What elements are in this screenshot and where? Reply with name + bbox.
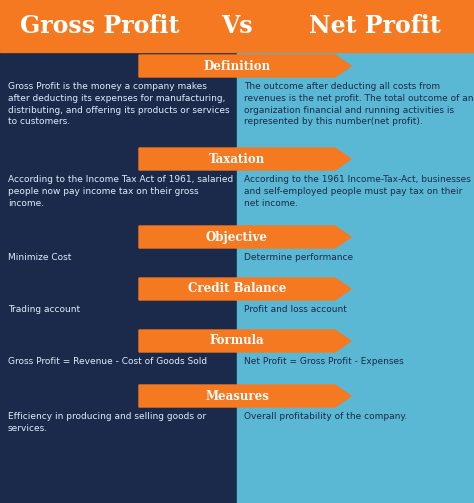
Text: Trading account: Trading account <box>8 305 80 314</box>
Polygon shape <box>139 278 351 300</box>
Text: According to the Income Tax Act of 1961, salaried
people now pay income tax on t: According to the Income Tax Act of 1961,… <box>8 175 233 208</box>
Bar <box>237 52 474 503</box>
Polygon shape <box>139 330 351 352</box>
Text: Definition: Definition <box>203 59 271 72</box>
Text: Credit Balance: Credit Balance <box>188 283 286 295</box>
Polygon shape <box>139 385 351 407</box>
Text: Efficiency in producing and selling goods or
services.: Efficiency in producing and selling good… <box>8 412 206 433</box>
Bar <box>0 0 474 52</box>
Text: Determine performance: Determine performance <box>244 253 353 262</box>
Polygon shape <box>139 148 351 170</box>
Text: Gross Profit: Gross Profit <box>20 14 180 38</box>
Text: The outcome after deducting all costs from
revenues is the net profit. The total: The outcome after deducting all costs fr… <box>244 82 474 126</box>
Text: Objective: Objective <box>206 230 268 243</box>
Text: According to the 1961 Income-Tax-Act, businesses
and self-employed people must p: According to the 1961 Income-Tax-Act, bu… <box>244 175 471 208</box>
Text: Taxation: Taxation <box>209 152 265 165</box>
Text: Net Profit: Net Profit <box>309 14 441 38</box>
Polygon shape <box>139 55 351 77</box>
Text: Vs: Vs <box>221 14 253 38</box>
Text: Minimize Cost: Minimize Cost <box>8 253 72 262</box>
Text: Profit and loss account: Profit and loss account <box>244 305 347 314</box>
Text: Gross Profit = Revenue - Cost of Goods Sold: Gross Profit = Revenue - Cost of Goods S… <box>8 357 207 366</box>
Text: Overall profitability of the company.: Overall profitability of the company. <box>244 412 407 421</box>
Text: Gross Profit is the money a company makes
after deducting its expenses for manuf: Gross Profit is the money a company make… <box>8 82 229 126</box>
Text: Formula: Formula <box>210 334 264 348</box>
Text: Measures: Measures <box>205 389 269 402</box>
Polygon shape <box>139 226 351 248</box>
Text: Net Profit = Gross Profit - Expenses: Net Profit = Gross Profit - Expenses <box>244 357 404 366</box>
